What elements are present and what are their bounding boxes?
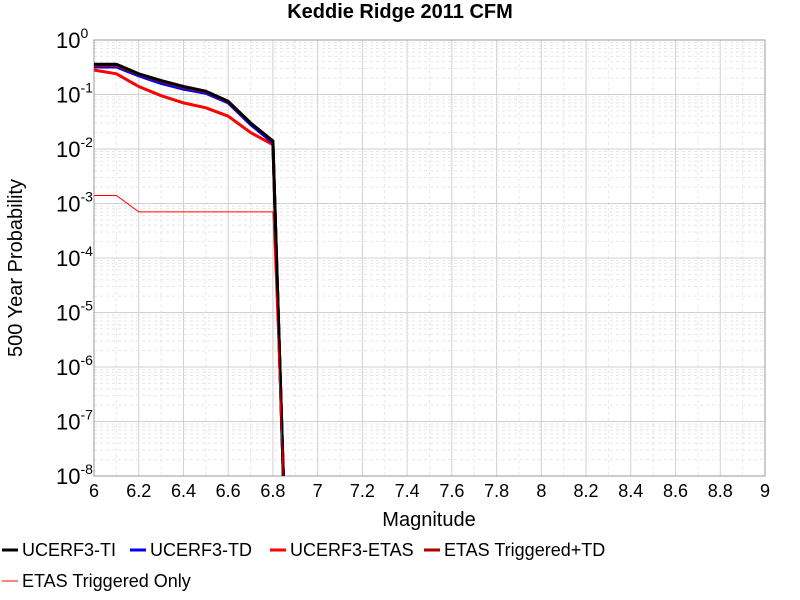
x-tick-label: 7.8 bbox=[484, 481, 509, 501]
legend-label: UCERF3-TI bbox=[22, 540, 116, 560]
x-tick-labels: 6 6.2 6.4 6.6 6.8 7 7.2 7.4 7.6 7.8 8 8.2 8.4 8.6 8.8 9 bbox=[89, 481, 770, 501]
x-tick-label: 7.6 bbox=[439, 481, 464, 501]
series-line-ucerf3-td bbox=[94, 65, 285, 476]
y-tick-labels: 100 10-1 10-2 10-3 10-4 10-5 10-6 10-7 10-8 bbox=[56, 25, 93, 489]
y-tick-label: 100 bbox=[56, 25, 88, 53]
x-tick-label: 6.2 bbox=[126, 481, 151, 501]
x-tick-label: 7.2 bbox=[350, 481, 375, 501]
x-tick-label: 8.4 bbox=[618, 481, 643, 501]
y-axis-label: 500 Year Probability bbox=[5, 179, 27, 357]
x-tick-label: 6.4 bbox=[171, 481, 196, 501]
x-tick-label: 7 bbox=[313, 481, 323, 501]
chart-title: Keddie Ridge 2011 CFM bbox=[287, 1, 513, 23]
x-tick-label: 6.8 bbox=[260, 481, 285, 501]
grid-layer bbox=[93, 40, 766, 477]
y-tick-label: 10-5 bbox=[56, 298, 93, 326]
legend: UCERF3-TI UCERF3-TD UCERF3-ETAS ETAS Trigge… bbox=[2, 540, 605, 591]
legend-label: UCERF3-TD bbox=[150, 540, 252, 560]
series-line-ucerf3-ti bbox=[94, 62, 285, 476]
x-tick-label: 9 bbox=[760, 481, 770, 501]
y-tick-label: 10-8 bbox=[56, 461, 93, 489]
plot-frame bbox=[93, 39, 766, 477]
x-tick-label: 8.8 bbox=[708, 481, 733, 501]
series-line-ucerf3-etas bbox=[94, 68, 285, 476]
legend-label: ETAS Triggered+TD bbox=[444, 540, 605, 560]
y-tick-label: 10-6 bbox=[56, 352, 93, 380]
y-tick-label: 10-4 bbox=[56, 243, 93, 271]
x-tick-label: 6 bbox=[89, 481, 99, 501]
y-tick-label: 10-7 bbox=[56, 407, 93, 435]
x-tick-label: 8.2 bbox=[574, 481, 599, 501]
series-line-etas-triggered-td bbox=[94, 64, 285, 476]
y-tick-label: 10-1 bbox=[56, 80, 93, 108]
legend-label: UCERF3-ETAS bbox=[290, 540, 414, 560]
x-tick-label: 8.6 bbox=[663, 481, 688, 501]
legend-label: ETAS Triggered Only bbox=[22, 571, 191, 591]
series-layer bbox=[94, 62, 285, 476]
series-line-etas-triggered-only bbox=[94, 195, 284, 476]
x-tick-label: 6.6 bbox=[216, 481, 241, 501]
y-tick-label: 10-3 bbox=[56, 189, 93, 217]
x-tick-label: 7.4 bbox=[395, 481, 420, 501]
x-tick-label: 8 bbox=[536, 481, 546, 501]
x-axis-label: Magnitude bbox=[382, 509, 475, 531]
y-tick-label: 10-2 bbox=[56, 134, 93, 162]
